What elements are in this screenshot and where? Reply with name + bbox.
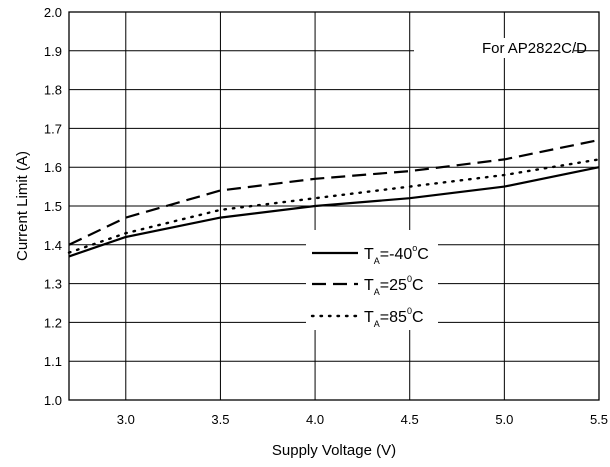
annotation-background — [414, 38, 574, 58]
grid — [69, 12, 599, 400]
series-line-dashed — [68, 138, 600, 246]
legend-background — [306, 230, 438, 330]
x-tick-label: 3.5 — [211, 412, 229, 427]
x-tick-label: 4.0 — [306, 412, 324, 427]
y-tick-label: 1.6 — [44, 160, 62, 175]
y-tick-label: 1.5 — [44, 199, 62, 214]
legend-label: TA=850C — [364, 306, 424, 329]
x-tick-label: 5.0 — [495, 412, 513, 427]
y-tick-label: 1.3 — [44, 277, 62, 292]
y-tick-label: 1.7 — [44, 121, 62, 136]
plot-frame — [68, 11, 600, 401]
annotation-label: For AP2822C/D — [482, 40, 587, 57]
y-tick-labels: 1.0 1.1 1.2 1.3 1.4 1.5 1.6 1.7 1.8 1.9 2.0 — [44, 5, 62, 408]
y-tick-label: 1.1 — [44, 354, 62, 369]
legend: TA=-40oC TA=250C TA=850C — [306, 230, 438, 330]
y-tick-label: 1.2 — [44, 315, 62, 330]
y-tick-label: 1.8 — [44, 83, 62, 98]
x-tick-label: 4.5 — [401, 412, 419, 427]
x-tick-labels: 3.0 3.5 4.0 4.5 5.0 5.5 — [117, 412, 608, 427]
series-line-dotted — [67, 158, 601, 254]
y-axis-label: Current Limit (A) — [14, 151, 31, 261]
x-tick-label: 5.5 — [590, 412, 608, 427]
series-line-solid — [68, 166, 600, 258]
legend-label: TA=-40oC — [364, 243, 429, 266]
x-tick-label: 3.0 — [117, 412, 135, 427]
series-lines — [67, 138, 601, 258]
x-axis-label: Supply Voltage (V) — [272, 442, 396, 459]
y-tick-label: 1.0 — [44, 393, 62, 408]
legend-label: TA=250C — [364, 274, 424, 297]
y-tick-label: 1.4 — [44, 238, 62, 253]
y-tick-label: 2.0 — [44, 5, 62, 20]
y-tick-label: 1.9 — [44, 44, 62, 59]
